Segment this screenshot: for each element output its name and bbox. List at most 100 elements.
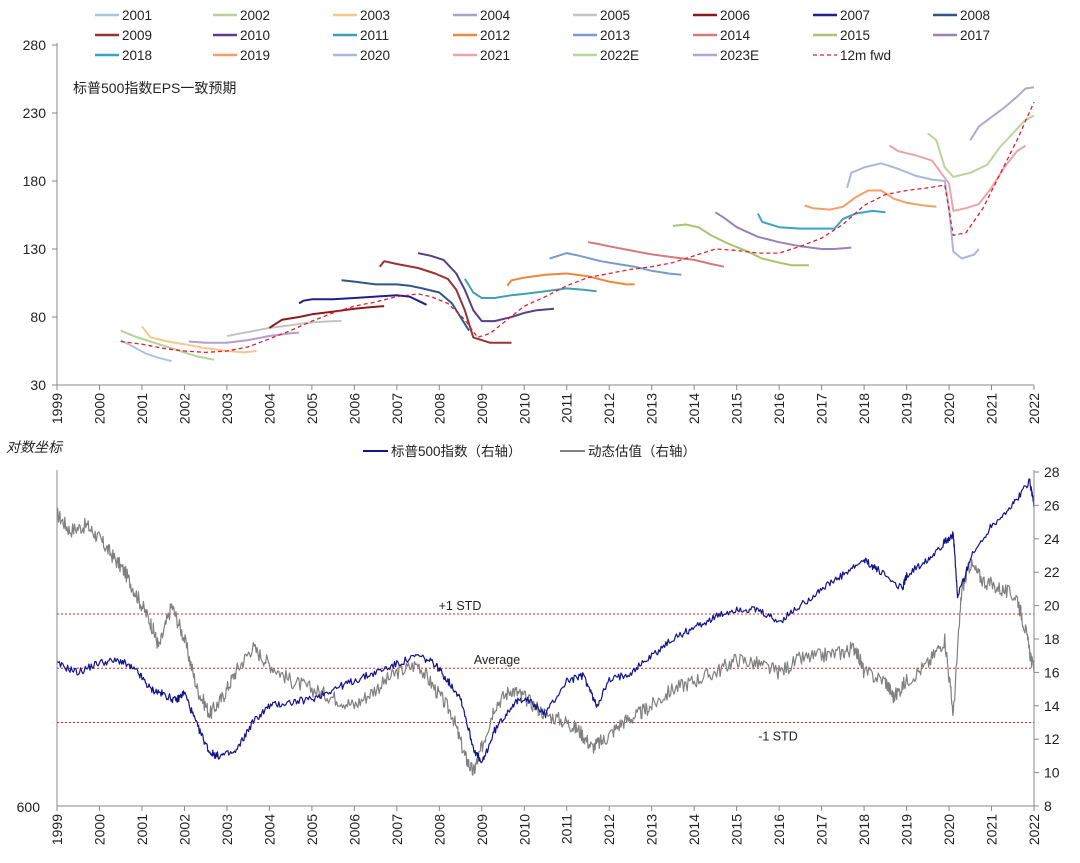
bottom-x-tick-label: 2009 [474, 814, 490, 845]
series-line-2021 [889, 144, 1027, 212]
bottom-x-tick-label: 2007 [389, 814, 405, 845]
top-x-tick-label: 2014 [686, 393, 702, 424]
legend-item-2018: 2018 [95, 48, 152, 63]
bottom-x-tick-label: 2001 [134, 814, 150, 845]
series-line-2003 [141, 325, 257, 354]
top-y-tick-label: 130 [23, 241, 47, 257]
legend-item-2010: 2010 [213, 28, 270, 43]
top-x-tick-label: 2013 [644, 393, 660, 424]
bottom-x-tick-label: 2012 [601, 814, 617, 845]
legend-item-2003: 2003 [333, 8, 390, 23]
bottom-x-tick-label: 2008 [431, 814, 447, 845]
legend-label: 12m fwd [840, 48, 891, 63]
bottom-left-tick-label: 600 [17, 799, 41, 815]
legend-item-2008: 2008 [933, 8, 990, 23]
legend-label: 2017 [960, 28, 990, 43]
series-line-2013 [549, 252, 682, 276]
legend-label: 2020 [360, 48, 390, 63]
top-x-tick-label: 2000 [91, 393, 107, 424]
legend-item-2004: 2004 [453, 8, 511, 23]
bottom-right-tick-label: 20 [1044, 598, 1060, 614]
legend-label: 2011 [360, 28, 389, 43]
top-x-tick-label: 2009 [474, 393, 490, 424]
bottom-x-tick-label: 2022 [1026, 814, 1042, 845]
bottom-x-tick-label: 2004 [261, 814, 277, 845]
legend-item-2006: 2006 [693, 8, 750, 23]
legend-item-2022e: 2022E [573, 48, 639, 63]
series-line-sp500 [56, 478, 1035, 764]
legend-item-sp500: 标普500指数（右轴） [363, 444, 522, 459]
series-line-forward-pe [56, 507, 1035, 776]
legend-label: 2023E [720, 48, 759, 63]
series-line-2005 [226, 320, 342, 337]
legend-label: 2003 [360, 8, 390, 23]
bottom-x-tick-label: 2020 [941, 814, 957, 845]
bottom-right-tick-label: 22 [1044, 564, 1060, 580]
series-line-2010 [417, 252, 555, 323]
bottom-x-tick-label: 2019 [899, 814, 915, 845]
bottom-x-tick-label: 2016 [771, 814, 787, 845]
bottom-x-tick-label: 2003 [219, 814, 235, 845]
bottom-x-tick-label: 2000 [91, 814, 107, 845]
ref-line-label: +1 STD [439, 599, 482, 613]
bottom-x-tick-label: 2021 [984, 814, 1000, 845]
series-line-2006 [268, 305, 385, 329]
series-line-2011 [463, 278, 597, 299]
top-x-tick-label: 2011 [559, 393, 575, 423]
bottom-right-tick-label: 16 [1044, 664, 1060, 680]
series-line-2023e [969, 86, 1035, 141]
series-line-2019 [804, 189, 937, 211]
top-x-tick-label: 2020 [941, 393, 957, 424]
legend-item-2005: 2005 [573, 8, 630, 23]
top-y-tick-label: 230 [23, 105, 47, 121]
legend-item-2007: 2007 [813, 8, 870, 23]
legend-label: 标普500指数（右轴） [391, 444, 522, 459]
bottom-x-tick-label: 2014 [686, 814, 702, 845]
legend-label: 2013 [600, 28, 630, 43]
legend-item-2015: 2015 [813, 28, 870, 43]
legend-item-12m-fwd: 12m fwd [813, 48, 891, 63]
bottom-left-axis-label: 对数坐标 [6, 439, 64, 455]
legend-label: 2007 [840, 8, 870, 23]
bottom-x-tick-label: 1999 [49, 814, 65, 845]
bottom-right-tick-label: 8 [1044, 798, 1052, 814]
bottom-right-tick-label: 28 [1044, 464, 1060, 480]
bottom-x-tick-label: 2018 [856, 814, 872, 845]
legend-label: 2002 [240, 8, 270, 23]
top-x-tick-label: 2008 [431, 393, 447, 424]
top-x-tick-label: 2006 [346, 393, 362, 424]
ref-line-label: Average [474, 653, 520, 667]
legend-label: 2001 [122, 8, 152, 23]
legend-label: 2014 [720, 28, 751, 43]
series-line-2012 [506, 272, 635, 287]
legend-item-2012: 2012 [453, 28, 510, 43]
bottom-x-tick-label: 2005 [304, 814, 320, 845]
top-y-tick-label: 80 [30, 309, 46, 325]
top-x-tick-label: 2007 [389, 393, 405, 424]
bottom-x-tick-label: 2011 [559, 814, 575, 844]
ref-line-label: -1 STD [758, 730, 798, 744]
legend-label: 2010 [240, 28, 270, 43]
bottom-right-tick-label: 26 [1044, 497, 1060, 513]
top-y-tick-label: 30 [30, 377, 46, 393]
legend-label: 2004 [480, 8, 511, 23]
legend-item-2011: 2011 [333, 28, 389, 43]
legend-label: 2009 [122, 28, 152, 43]
series-line-2020 [846, 162, 980, 260]
top-x-tick-label: 2018 [856, 393, 872, 424]
top-x-tick-label: 2022 [1026, 393, 1042, 424]
legend-label: 2008 [960, 8, 990, 23]
legend-label: 2022E [600, 48, 639, 63]
bottom-right-tick-label: 14 [1044, 698, 1060, 714]
top-x-tick-label: 2001 [134, 393, 150, 424]
series-line-2009 [379, 260, 512, 344]
top-x-tick-label: 2015 [729, 393, 745, 424]
legend-label: 2019 [240, 48, 270, 63]
series-line-2015 [672, 223, 809, 267]
legend-item-2002: 2002 [213, 8, 270, 23]
legend-label: 2018 [122, 48, 152, 63]
legend-item-2001: 2001 [95, 8, 152, 23]
legend-item-2023e: 2023E [693, 48, 759, 63]
